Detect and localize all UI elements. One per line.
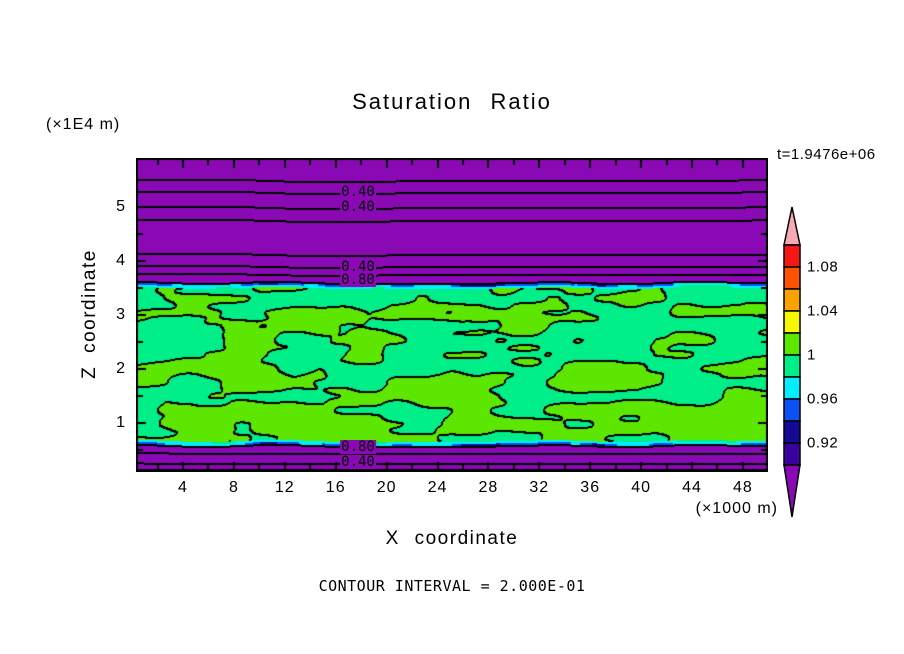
colorbar-tick-label: 1: [807, 346, 816, 364]
y-tick-label: 3: [116, 306, 126, 324]
contour-label: 0.40: [340, 184, 376, 200]
x-tick-label: 48: [732, 479, 753, 496]
colorbar-tick-label: 1.04: [807, 302, 839, 320]
colorbar-tick-label: 0.92: [807, 434, 839, 452]
x-tick-label: 8: [228, 479, 239, 496]
contour-label: 0.80: [340, 439, 376, 455]
colorbar-segment: [783, 266, 801, 290]
figure-title: Saturation Ratio: [352, 89, 552, 114]
y-tick-label: 4: [116, 252, 126, 270]
colorbar-segment: [783, 332, 801, 356]
x-tick-label: 24: [427, 479, 448, 496]
x-tick-label: 32: [529, 479, 550, 496]
x-tick-label: 40: [631, 479, 651, 496]
x-axis-title: X coordinate: [385, 528, 519, 549]
colorbar-segment: [783, 288, 801, 312]
x-tick-label: 20: [376, 479, 397, 496]
x-tick-label: 16: [325, 479, 346, 496]
colorbar-top-arrow: [783, 206, 801, 246]
contour-label: 0.40: [340, 259, 376, 275]
colorbar-segment: [783, 420, 801, 444]
colorbar-segment: [783, 310, 801, 334]
y-tick-label: 2: [116, 360, 126, 378]
colorbar-tick-label: 0.96: [807, 390, 839, 408]
colorbar-segment: [783, 376, 801, 400]
colorbar-segment: [783, 354, 801, 378]
colorbar-segment: [783, 244, 801, 268]
x-axis-unit-label: (×1000 m): [695, 500, 778, 517]
x-tick-label: 36: [580, 479, 601, 496]
y-axis-unit-label: (×1E4 m): [46, 116, 121, 133]
contour-plot-canvas: [136, 158, 768, 472]
colorbar: [783, 206, 801, 518]
x-tick-label: 12: [274, 479, 295, 496]
colorbar-bottom-arrow: [783, 464, 801, 518]
time-annotation: t=1.9476e+06: [777, 146, 876, 163]
colorbar-segment: [783, 442, 801, 466]
x-tick-label: 44: [682, 479, 702, 496]
x-tick-label: 4: [178, 479, 188, 496]
contour-label: 0.80: [340, 272, 376, 288]
x-tick-label: 28: [478, 479, 499, 496]
y-tick-label: 1: [116, 414, 126, 431]
contour-label: 0.40: [340, 199, 376, 215]
colorbar-segment: [783, 398, 801, 422]
contour-interval-note: CONTOUR INTERVAL = 2.000E-01: [318, 577, 586, 595]
plot-area: 0.40 0.40 0.40 0.80 0.80 0.40: [136, 158, 768, 472]
contour-label: 0.40: [340, 454, 376, 470]
y-tick-label: 5: [116, 198, 126, 216]
colorbar-tick-label: 1.08: [807, 258, 839, 276]
